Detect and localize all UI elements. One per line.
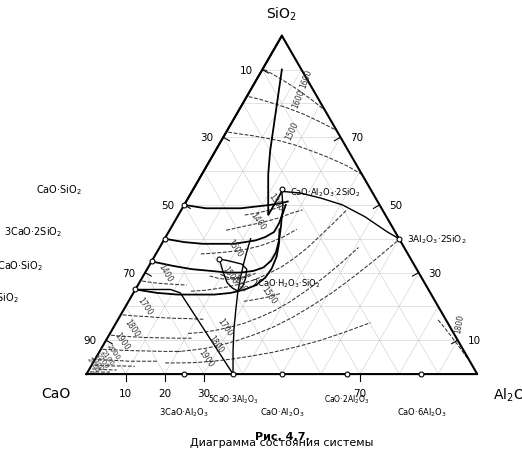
Text: 3CaO·SiO$_2$: 3CaO·SiO$_2$ [0, 291, 19, 304]
Text: 1500: 1500 [284, 120, 300, 142]
Text: SiO$_2$: SiO$_2$ [266, 5, 298, 23]
Text: 3Al$_2$O$_3$·2SiO$_2$: 3Al$_2$O$_3$·2SiO$_2$ [407, 233, 467, 245]
Text: 1900: 1900 [197, 347, 216, 369]
Text: 1500: 1500 [221, 264, 240, 285]
Text: 90: 90 [83, 335, 96, 345]
Text: 1600: 1600 [299, 68, 314, 90]
Text: 2400: 2400 [86, 356, 100, 373]
Text: 50: 50 [389, 201, 402, 210]
Text: 2CaO·H$_2$O$_3$·SiO$_2$: 2CaO·H$_2$O$_3$·SiO$_2$ [252, 277, 321, 290]
Text: 30: 30 [429, 268, 442, 278]
Text: 1800: 1800 [123, 317, 141, 338]
Text: 1800: 1800 [453, 313, 466, 334]
Text: 1400: 1400 [248, 211, 267, 232]
Text: 2300: 2300 [90, 354, 104, 372]
Text: 1600: 1600 [291, 88, 306, 109]
Text: Диаграмма состояния системы: Диаграмма состояния системы [190, 437, 374, 447]
Text: 1900: 1900 [113, 330, 132, 351]
Text: 10: 10 [119, 388, 132, 398]
Text: Рис. 4.7.: Рис. 4.7. [255, 431, 309, 441]
Text: 1600: 1600 [230, 272, 248, 293]
Text: CaO·Al$_2$O$_3$·2SiO$_2$: CaO·Al$_2$O$_3$·2SiO$_2$ [290, 186, 360, 198]
Text: 10: 10 [468, 335, 481, 345]
Text: 70: 70 [353, 388, 366, 398]
Text: 1800: 1800 [207, 334, 225, 354]
Text: 3CaO·Al$_2$O$_3$: 3CaO·Al$_2$O$_3$ [159, 405, 209, 418]
Text: 70: 70 [122, 268, 135, 278]
Text: 5CaO·3Al$_2$O$_3$: 5CaO·3Al$_2$O$_3$ [208, 393, 258, 405]
Text: Al$_2$O$_3$: Al$_2$O$_3$ [493, 386, 522, 403]
Text: 1400: 1400 [157, 262, 174, 283]
Text: CaO: CaO [42, 386, 71, 400]
Text: 2100: 2100 [100, 348, 115, 366]
Text: CaO·6Al$_2$O$_3$: CaO·6Al$_2$O$_3$ [397, 405, 446, 418]
Text: 2000: 2000 [105, 343, 121, 361]
Text: 1700: 1700 [136, 296, 155, 317]
Text: 30: 30 [197, 388, 210, 398]
Text: 2200: 2200 [94, 352, 110, 370]
Text: 30: 30 [200, 133, 213, 143]
Text: CaO·SiO$_2$: CaO·SiO$_2$ [35, 183, 81, 197]
Text: 3CaO·2SiO$_2$: 3CaO·2SiO$_2$ [5, 224, 63, 238]
Text: CaO·2Al$_2$O$_3$: CaO·2Al$_2$O$_3$ [324, 393, 370, 405]
Text: 50: 50 [161, 201, 174, 210]
Text: 1500: 1500 [226, 238, 244, 258]
Text: CaO·Al$_2$O$_3$: CaO·Al$_2$O$_3$ [260, 405, 304, 418]
Text: 10: 10 [240, 66, 253, 76]
Text: 1500: 1500 [260, 284, 279, 305]
Text: 20: 20 [158, 388, 171, 398]
Text: 2CaO·SiO$_2$: 2CaO·SiO$_2$ [0, 259, 43, 273]
Text: 1700: 1700 [216, 316, 234, 337]
Text: 1300: 1300 [266, 191, 284, 212]
Text: 70: 70 [350, 133, 363, 143]
